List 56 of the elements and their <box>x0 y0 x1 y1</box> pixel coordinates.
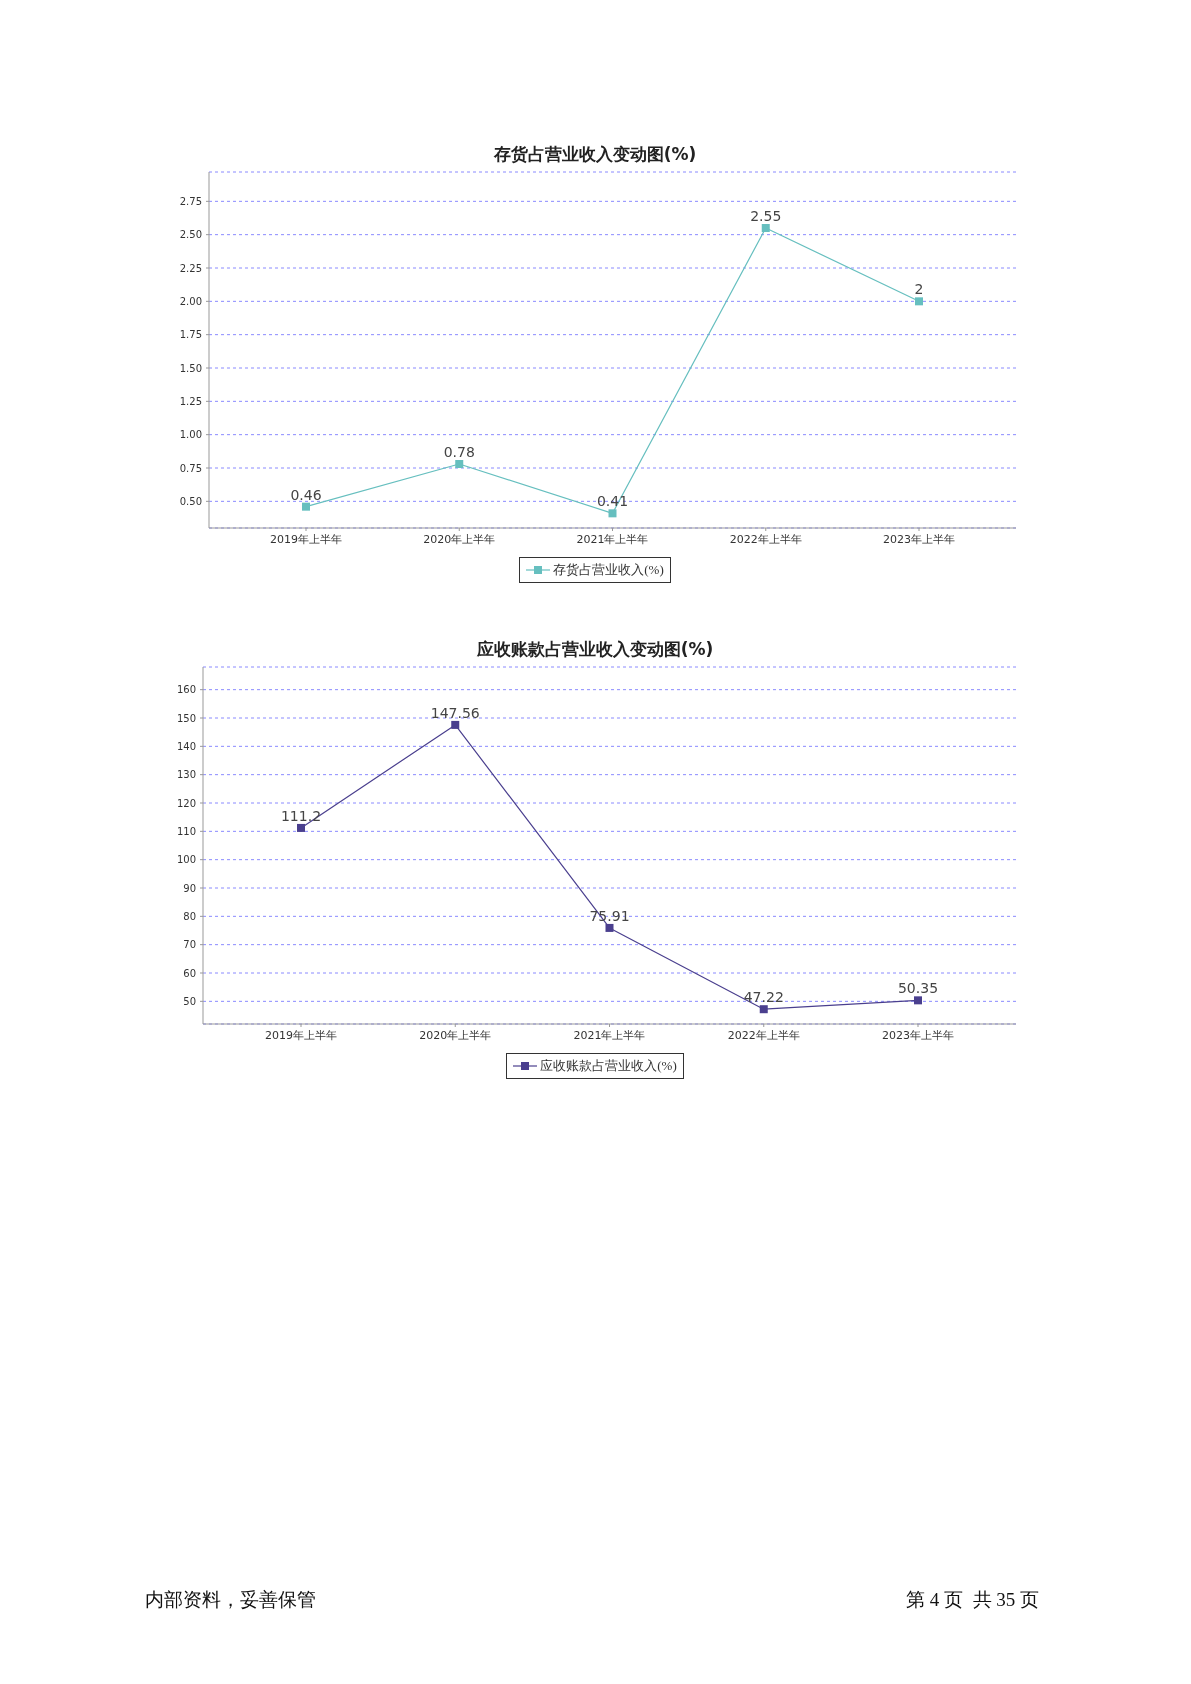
legend-label: 应收账款占营业收入(%) <box>540 1057 677 1075</box>
y-tick-label: 160 <box>176 684 196 696</box>
y-tick-label: 1.50 <box>179 362 202 374</box>
y-tick-label: 2.75 <box>179 195 202 207</box>
y-tick-label: 2.25 <box>179 262 202 274</box>
y-tick-label: 2.50 <box>179 229 202 241</box>
text: 第 4 页 共 35 页 <box>906 1588 1039 1612</box>
x-tick-label: 2021年上半年 <box>573 1028 646 1042</box>
chart-title: 存货占营业收入变动图(%) <box>492 143 698 166</box>
chart-title: 应收账款占营业收入变动图(%) <box>475 638 715 661</box>
y-tick-label: 1.00 <box>179 429 202 441</box>
y-tick-label: 50 <box>183 995 196 1007</box>
legend-label: 存货占营业收入(%) <box>553 561 664 579</box>
point <box>455 460 464 468</box>
point <box>915 297 923 306</box>
y-tick-label: 90 <box>183 882 196 894</box>
point <box>451 720 460 729</box>
y-tick-label: 100 <box>176 854 196 866</box>
y-tick-label: 60 <box>183 967 196 979</box>
y-tick-label: 130 <box>176 769 196 781</box>
point <box>302 502 310 511</box>
point <box>759 1005 768 1014</box>
y-tick-label: 80 <box>183 910 196 922</box>
data-label: 147.56 <box>430 704 480 721</box>
y-tick-label: 0.50 <box>179 495 202 507</box>
data-label: 2.55 <box>750 208 782 224</box>
y-tick-label: 140 <box>176 740 196 752</box>
x-tick-label: 2019年上半年 <box>265 1028 337 1042</box>
y-tick-label: 1.25 <box>179 395 202 407</box>
y-tick-label: 70 <box>183 939 196 951</box>
x-tick-label: 2021年上半年 <box>576 532 649 546</box>
text: 内部资料，妥善保管 <box>145 1588 316 1612</box>
data-label: 47.22 <box>743 989 784 1006</box>
data-label: 50.35 <box>897 980 939 997</box>
point <box>914 996 922 1005</box>
y-tick-label: 110 <box>176 825 196 837</box>
point <box>605 923 614 932</box>
x-tick-label: 2020年上半年 <box>423 532 496 546</box>
y-tick-label: 120 <box>176 797 196 809</box>
point <box>297 823 305 832</box>
y-tick-label: 1.75 <box>179 329 202 341</box>
x-tick-label: 2023年上半年 <box>883 532 955 546</box>
x-tick-label: 2019年上半年 <box>270 532 342 546</box>
y-tick-label: 150 <box>176 712 196 724</box>
y-tick-label: 2.00 <box>179 295 202 307</box>
x-tick-label: 2022年上半年 <box>729 532 802 546</box>
data-label: 2 <box>914 281 924 298</box>
point <box>761 224 770 232</box>
x-tick-label: 2020年上半年 <box>419 1028 492 1042</box>
point <box>608 509 617 518</box>
x-tick-label: 2023年上半年 <box>882 1028 954 1042</box>
y-tick-label: 0.75 <box>179 462 202 474</box>
x-tick-label: 2022年上半年 <box>727 1028 800 1042</box>
data-label: 111.2 <box>280 807 322 824</box>
data-label: 0.46 <box>290 486 322 503</box>
data-label: 0.78 <box>443 444 475 460</box>
